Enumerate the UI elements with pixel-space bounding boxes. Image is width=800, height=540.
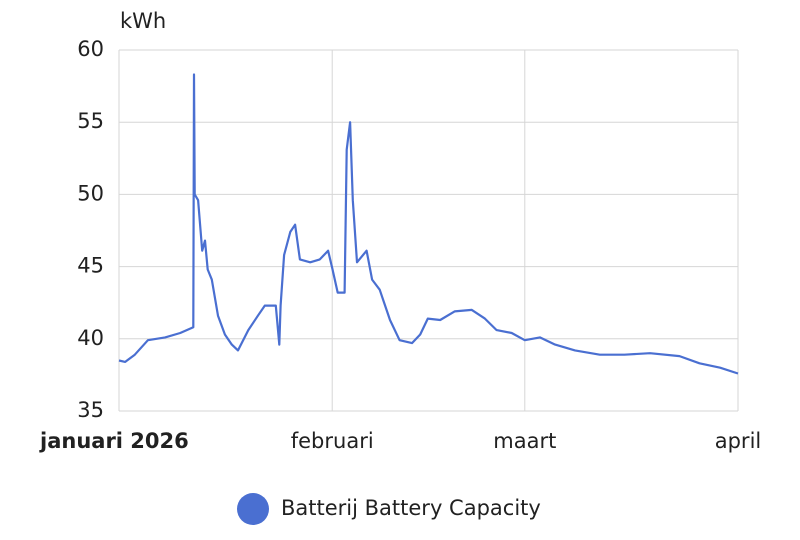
y-tick-label: 40 [77,326,104,350]
x-tick-label: maart [493,429,556,453]
legend-label[interactable]: Batterij Battery Capacity [281,496,541,520]
x-tick-label: januari 2026 [39,429,189,453]
y-tick-label: 45 [77,254,104,278]
y-tick-label: 35 [77,398,104,422]
x-tick-label: april [715,429,762,453]
legend-marker[interactable] [237,493,269,525]
data-line [118,73,739,375]
x-tick-label: februari [291,429,374,453]
y-tick-label: 55 [77,109,104,133]
y-tick-label: 60 [77,37,104,61]
y-tick-label: 50 [77,181,104,205]
y-unit-label: kWh [120,9,166,33]
